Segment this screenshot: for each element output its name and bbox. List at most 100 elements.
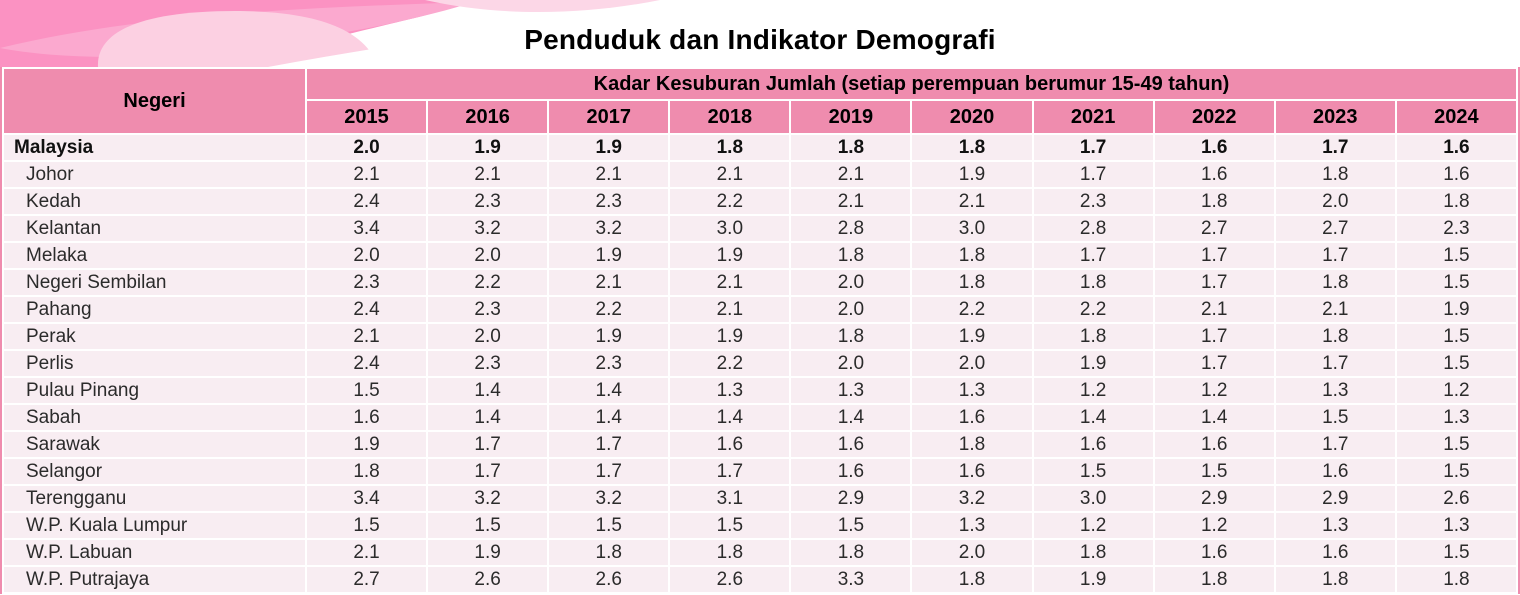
- value-cell: 1.5: [1396, 324, 1516, 349]
- value-cell: 2.8: [1033, 216, 1153, 241]
- value-cell: 1.4: [670, 405, 790, 430]
- value-cell: 1.7: [1275, 432, 1395, 457]
- negeri-cell: Johor: [4, 162, 305, 187]
- value-cell: 2.1: [428, 162, 548, 187]
- value-cell: 1.8: [912, 270, 1032, 295]
- value-cell: 3.2: [428, 486, 548, 511]
- value-cell: 2.0: [428, 243, 548, 268]
- value-cell: 1.3: [791, 378, 911, 403]
- value-cell: 1.8: [1033, 540, 1153, 565]
- value-cell: 1.3: [1275, 378, 1395, 403]
- value-cell: 1.8: [670, 540, 790, 565]
- value-cell: 1.6: [791, 459, 911, 484]
- value-cell: 2.1: [670, 297, 790, 322]
- table-row-w-p-labuan: W.P. Labuan 2.1 1.9 1.8 1.8 1.8 2.0 1.8 1.6 1.6 1.…: [4, 540, 1516, 565]
- value-cell: 1.6: [912, 405, 1032, 430]
- value-cell: 1.7: [1154, 270, 1274, 295]
- value-cell: 1.9: [549, 324, 669, 349]
- value-cell: 3.2: [549, 216, 669, 241]
- value-cell: 2.2: [670, 189, 790, 214]
- value-cell: 1.7: [1275, 135, 1395, 160]
- value-cell: 1.4: [549, 378, 669, 403]
- year-header-2024: 2024: [1396, 101, 1516, 133]
- value-cell: 1.5: [1275, 405, 1395, 430]
- value-cell: 1.8: [670, 135, 790, 160]
- value-cell: 1.5: [670, 513, 790, 538]
- value-cell: 3.2: [912, 486, 1032, 511]
- table-row-perlis: Perlis 2.4 2.3 2.3 2.2 2.0 2.0 1.9 1.7 1.7 1.5: [4, 351, 1516, 376]
- value-cell: 1.8: [1275, 324, 1395, 349]
- value-cell: 1.6: [791, 432, 911, 457]
- value-cell: 1.9: [549, 135, 669, 160]
- negeri-cell: Sabah: [4, 405, 305, 430]
- value-cell: 1.8: [912, 243, 1032, 268]
- value-cell: 2.3: [428, 189, 548, 214]
- value-cell: 1.8: [791, 243, 911, 268]
- value-cell: 2.1: [307, 540, 427, 565]
- value-cell: 1.3: [1396, 405, 1516, 430]
- value-cell: 1.3: [1396, 513, 1516, 538]
- year-header-2017: 2017: [549, 101, 669, 133]
- value-cell: 1.4: [791, 405, 911, 430]
- value-cell: 1.7: [1033, 243, 1153, 268]
- value-cell: 2.0: [307, 135, 427, 160]
- table-row-johor: Johor 2.1 2.1 2.1 2.1 2.1 1.9 1.7 1.6 1.8 1.6: [4, 162, 1516, 187]
- value-cell: 1.5: [1396, 459, 1516, 484]
- value-cell: 2.1: [307, 162, 427, 187]
- banner: Penduduk dan Indikator Demografi: [0, 0, 1520, 67]
- value-cell: 2.2: [912, 297, 1032, 322]
- value-cell: 1.9: [912, 162, 1032, 187]
- value-cell: 1.7: [428, 432, 548, 457]
- value-cell: 2.7: [307, 567, 427, 592]
- table-row-w-p-putrajaya: W.P. Putrajaya 2.7 2.6 2.6 2.6 3.3 1.8 1.9 1.8 1.…: [4, 567, 1516, 592]
- value-cell: 1.4: [428, 378, 548, 403]
- column-header-negeri: Negeri: [4, 69, 305, 133]
- value-cell: 1.2: [1154, 378, 1274, 403]
- year-header-2023: 2023: [1275, 101, 1395, 133]
- value-cell: 1.5: [428, 513, 548, 538]
- value-cell: 1.6: [1154, 135, 1274, 160]
- pink-swirls-graphic: [0, 0, 1520, 67]
- value-cell: 1.6: [1154, 162, 1274, 187]
- value-cell: 1.5: [1396, 270, 1516, 295]
- value-cell: 1.3: [670, 378, 790, 403]
- value-cell: 1.7: [1154, 243, 1274, 268]
- table-row-kedah: Kedah 2.4 2.3 2.3 2.2 2.1 2.1 2.3 1.8 2.0 1.8: [4, 189, 1516, 214]
- value-cell: 2.1: [1154, 297, 1274, 322]
- value-cell: 2.2: [549, 297, 669, 322]
- negeri-cell: W.P. Labuan: [4, 540, 305, 565]
- value-cell: 1.7: [1154, 351, 1274, 376]
- table-row-negeri-sembilan: Negeri Sembilan 2.3 2.2 2.1 2.1 2.0 1.8 1.8 1.7 1…: [4, 270, 1516, 295]
- value-cell: 2.0: [912, 540, 1032, 565]
- value-cell: 2.0: [912, 351, 1032, 376]
- value-cell: 2.0: [791, 297, 911, 322]
- negeri-cell: Perak: [4, 324, 305, 349]
- negeri-cell: Pahang: [4, 297, 305, 322]
- value-cell: 1.3: [912, 513, 1032, 538]
- value-cell: 2.9: [1154, 486, 1274, 511]
- value-cell: 2.0: [428, 324, 548, 349]
- fertility-rate-table: Negeri Kadar Kesuburan Jumlah (setiap pe…: [2, 67, 1518, 594]
- value-cell: 2.3: [428, 297, 548, 322]
- value-cell: 3.0: [1033, 486, 1153, 511]
- value-cell: 1.8: [1275, 270, 1395, 295]
- value-cell: 1.7: [1275, 243, 1395, 268]
- value-cell: 1.7: [1033, 135, 1153, 160]
- value-cell: 1.2: [1033, 513, 1153, 538]
- table-row-perak: Perak 2.1 2.0 1.9 1.9 1.8 1.9 1.8 1.7 1.8 1.5: [4, 324, 1516, 349]
- value-cell: 1.8: [307, 459, 427, 484]
- year-header-2016: 2016: [428, 101, 548, 133]
- year-header-2022: 2022: [1154, 101, 1274, 133]
- table-row-sarawak: Sarawak 1.9 1.7 1.7 1.6 1.6 1.8 1.6 1.6 1.7 1.5: [4, 432, 1516, 457]
- value-cell: 1.5: [1033, 459, 1153, 484]
- value-cell: 1.9: [307, 432, 427, 457]
- value-cell: 2.6: [670, 567, 790, 592]
- value-cell: 1.7: [549, 432, 669, 457]
- value-cell: 1.7: [1154, 324, 1274, 349]
- value-cell: 1.9: [549, 243, 669, 268]
- value-cell: 1.8: [1396, 567, 1516, 592]
- value-cell: 2.7: [1275, 216, 1395, 241]
- value-cell: 2.1: [912, 189, 1032, 214]
- value-cell: 2.1: [549, 270, 669, 295]
- value-cell: 3.3: [791, 567, 911, 592]
